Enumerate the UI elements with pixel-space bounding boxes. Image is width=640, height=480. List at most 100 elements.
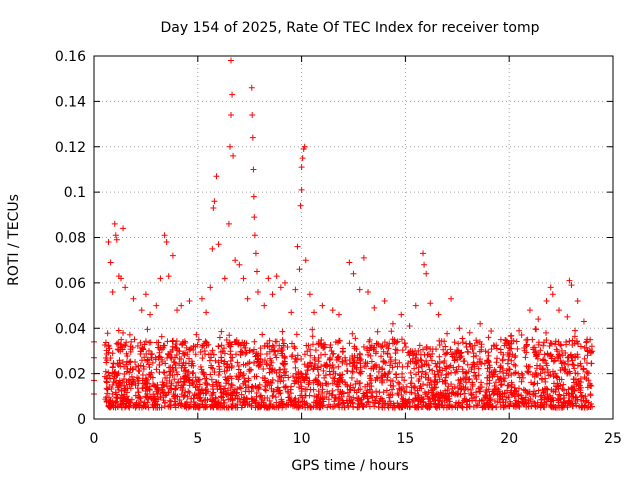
data-point bbox=[250, 385, 257, 392]
data-point bbox=[471, 342, 478, 349]
data-point bbox=[307, 359, 314, 366]
data-point bbox=[436, 342, 443, 349]
data-point bbox=[378, 353, 385, 360]
data-point bbox=[501, 375, 508, 382]
data-point bbox=[389, 320, 396, 327]
data-point bbox=[495, 388, 502, 395]
data-point bbox=[158, 346, 165, 353]
data-point bbox=[525, 368, 532, 375]
data-point bbox=[326, 356, 333, 363]
data-point bbox=[563, 341, 570, 348]
data-point bbox=[339, 349, 346, 356]
data-point bbox=[335, 386, 342, 393]
data-point bbox=[288, 399, 295, 406]
data-point bbox=[539, 375, 546, 382]
data-point bbox=[410, 350, 417, 357]
axis-ticks: 0 5 10 15 20 25 0 0.02 0.04 0.06 0.08 0.1 0.12 0.14 0.… bbox=[55, 49, 622, 447]
data-point bbox=[194, 403, 201, 410]
data-point bbox=[234, 359, 241, 366]
data-point bbox=[555, 353, 562, 360]
data-point bbox=[109, 364, 116, 371]
data-point bbox=[165, 273, 172, 280]
data-point bbox=[415, 364, 422, 371]
data-point bbox=[342, 357, 349, 364]
data-point bbox=[179, 341, 186, 348]
data-point bbox=[188, 358, 195, 365]
data-point bbox=[153, 366, 160, 373]
data-point bbox=[578, 397, 585, 404]
data-point bbox=[248, 403, 255, 410]
data-point bbox=[178, 356, 185, 363]
data-point bbox=[507, 398, 514, 405]
data-point bbox=[251, 232, 258, 239]
data-point bbox=[230, 152, 237, 159]
data-point bbox=[255, 288, 262, 295]
data-point bbox=[463, 379, 470, 386]
data-point bbox=[339, 359, 346, 366]
data-point bbox=[139, 385, 146, 392]
data-point bbox=[530, 391, 537, 398]
data-point bbox=[561, 398, 568, 405]
data-point bbox=[126, 369, 133, 376]
data-point bbox=[473, 337, 480, 344]
data-point bbox=[490, 371, 497, 378]
x-tick-label: 0 bbox=[90, 431, 99, 447]
data-point bbox=[436, 353, 443, 360]
data-point bbox=[254, 352, 261, 359]
data-point bbox=[261, 342, 268, 349]
data-point bbox=[109, 350, 116, 357]
data-point bbox=[543, 298, 550, 305]
data-point bbox=[228, 362, 235, 369]
data-point bbox=[566, 277, 573, 284]
data-point bbox=[392, 346, 399, 353]
data-point bbox=[209, 347, 216, 354]
data-point bbox=[105, 369, 112, 376]
data-point bbox=[337, 374, 344, 381]
data-point bbox=[531, 373, 538, 380]
data-point bbox=[261, 302, 268, 309]
data-point bbox=[299, 373, 306, 380]
data-point bbox=[475, 365, 482, 372]
data-point bbox=[197, 349, 204, 356]
data-point bbox=[143, 379, 150, 386]
data-point bbox=[296, 266, 303, 273]
data-point bbox=[270, 388, 277, 395]
data-point bbox=[568, 401, 575, 408]
data-point bbox=[573, 394, 580, 401]
data-point bbox=[178, 400, 185, 407]
data-point bbox=[273, 354, 280, 361]
data-point bbox=[393, 374, 400, 381]
data-point bbox=[170, 337, 177, 344]
data-point bbox=[279, 336, 286, 343]
data-point bbox=[212, 357, 219, 364]
data-point bbox=[215, 359, 222, 366]
data-point bbox=[478, 379, 485, 386]
data-point bbox=[321, 394, 328, 401]
data-point bbox=[159, 388, 166, 395]
data-point bbox=[457, 402, 464, 409]
data-point bbox=[578, 363, 585, 370]
data-point bbox=[487, 364, 494, 371]
data-point bbox=[435, 371, 442, 378]
data-point bbox=[360, 343, 367, 350]
data-point bbox=[335, 339, 342, 346]
data-point bbox=[365, 398, 372, 405]
data-point bbox=[566, 338, 573, 345]
data-point bbox=[419, 346, 426, 353]
data-point bbox=[548, 403, 555, 410]
data-point bbox=[423, 270, 430, 277]
data-point bbox=[115, 370, 122, 377]
data-point bbox=[483, 380, 490, 387]
data-point bbox=[194, 395, 201, 402]
data-point bbox=[571, 387, 578, 394]
data-point bbox=[529, 336, 536, 343]
data-point bbox=[124, 365, 131, 372]
data-point bbox=[362, 383, 369, 390]
data-point bbox=[139, 372, 146, 379]
data-point bbox=[208, 398, 215, 405]
data-point bbox=[242, 350, 249, 357]
data-point bbox=[233, 389, 240, 396]
data-point bbox=[190, 369, 197, 376]
data-point bbox=[497, 364, 504, 371]
data-point bbox=[587, 392, 594, 399]
